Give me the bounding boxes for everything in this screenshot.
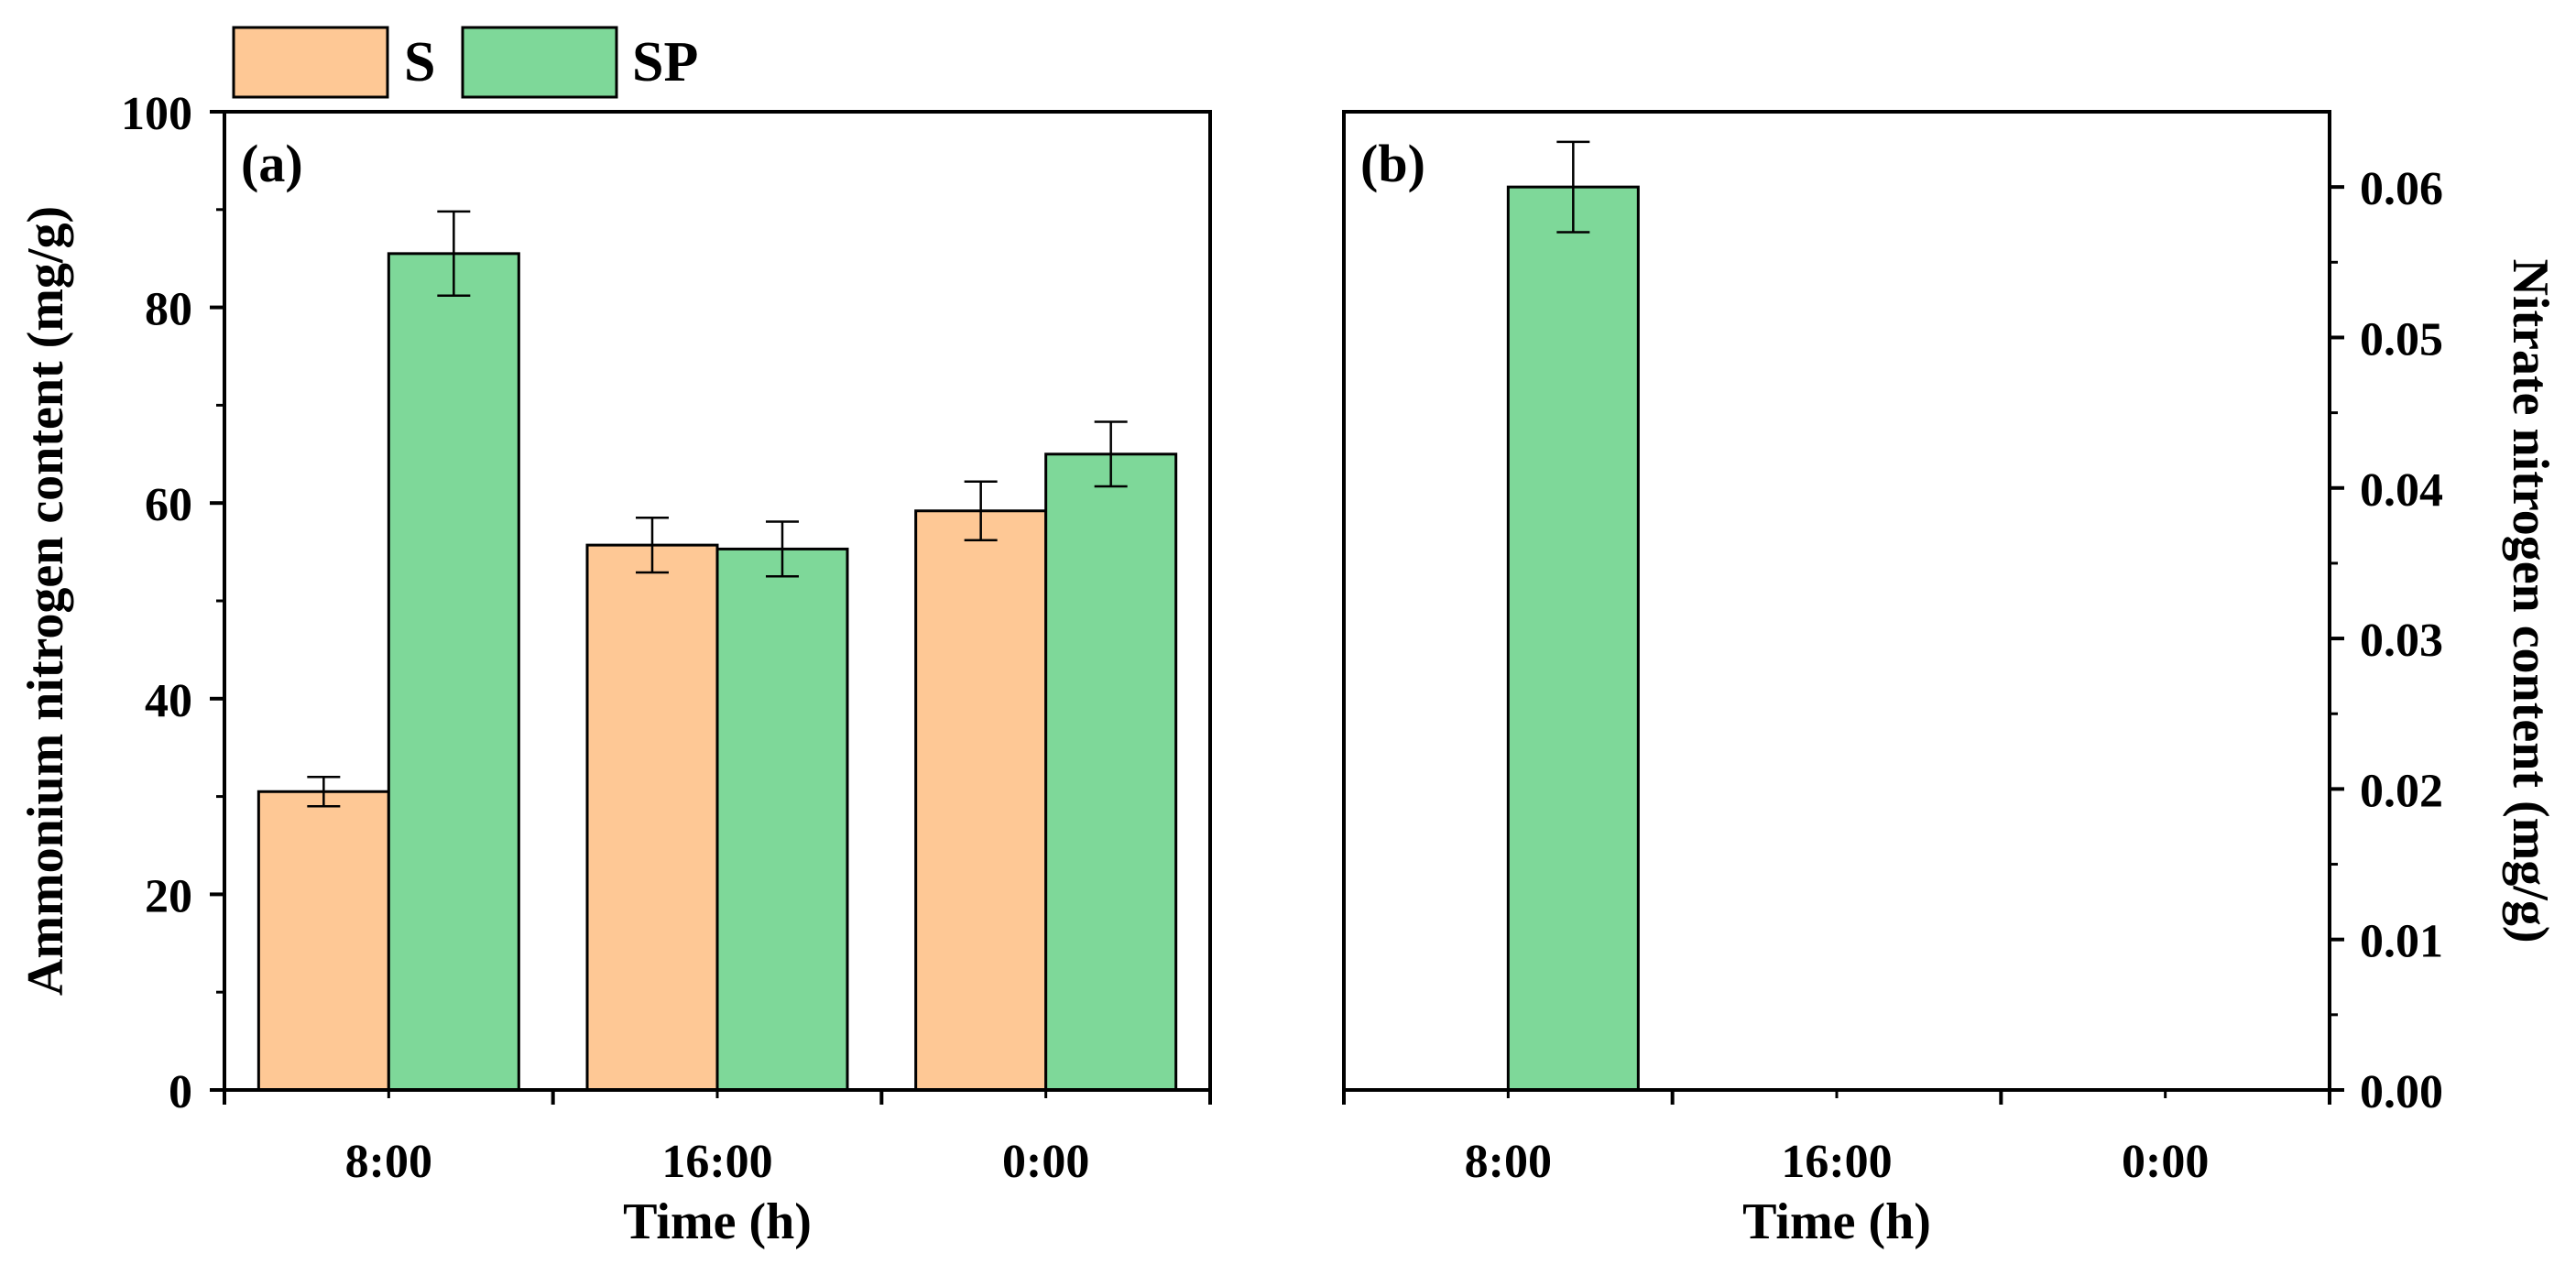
y-tick-label-0: 0.00 (2360, 1066, 2443, 1118)
y-tick-label-4: 0.04 (2360, 464, 2443, 517)
y-tick-label-4: 80 (145, 284, 192, 336)
legend-swatch-s (232, 26, 389, 99)
error-bar-s-1600 (636, 516, 669, 574)
x-tick-label-2: 0:00 (2122, 1136, 2209, 1188)
y-tick-label-2: 40 (145, 675, 192, 727)
panel-b: 0.00 0.01 0.02 0.03 0.04 0.05 0.06 8:00 16:00 0:… (1342, 110, 2559, 1250)
panel-a-label: (a) (241, 134, 303, 193)
panel-b-x-ticks: 8:00 16:00 0:00 (1342, 1090, 2331, 1188)
panel-a-y-axis-title: Ammonium nitrogen content (mg/g) (17, 206, 74, 996)
legend-label-sp: SP (632, 31, 698, 93)
y-tick-label-0: 0 (169, 1066, 192, 1118)
bar-sp-800 (387, 252, 520, 1092)
error-bar-s-000 (964, 480, 998, 542)
bar-sp-800 (1506, 185, 1640, 1092)
panel-a-y-ticks: 0 20 40 60 80 100 (121, 88, 224, 1118)
error-bar-sp-1600 (766, 520, 799, 578)
error-bar-sp-800 (1556, 140, 1590, 234)
error-bar-sp-800 (437, 210, 471, 298)
bar-s-000 (914, 509, 1048, 1092)
panel-b-error-bars (1556, 140, 1590, 234)
bar-sp-1600 (715, 547, 849, 1092)
y-tick-label-6: 0.06 (2360, 163, 2443, 215)
legend-swatch-sp (461, 26, 618, 99)
panel-b-x-axis-title: Time (h) (1742, 1193, 1931, 1250)
x-tick-label-1: 16:00 (1781, 1136, 1892, 1188)
panel-a-error-bars (307, 210, 1128, 808)
panel-a-x-axis-title: Time (h) (623, 1193, 812, 1250)
y-tick-label-2: 0.02 (2360, 765, 2443, 817)
x-tick-label-2: 0:00 (1002, 1136, 1089, 1188)
panel-a-bars (257, 252, 1178, 1092)
panel-b-frame (1342, 110, 2331, 1092)
y-tick-label-1: 0.01 (2360, 916, 2443, 968)
x-tick-label-0: 8:00 (345, 1136, 432, 1188)
bar-sp-000 (1044, 452, 1178, 1092)
panel-b-bars (1506, 185, 1640, 1092)
panel-b-y-ticks: 0.00 0.01 0.02 0.03 0.04 0.05 0.06 (2330, 163, 2443, 1118)
y-tick-label-5: 100 (121, 88, 192, 140)
panel-a-x-ticks: 8:00 16:00 0:00 (223, 1090, 1212, 1188)
panel-b-y-axis-title: Nitrate nitrogen content (mg/g) (2502, 258, 2559, 943)
x-tick-label-1: 16:00 (661, 1136, 772, 1188)
error-bar-s-800 (307, 775, 341, 808)
bar-s-800 (257, 790, 390, 1092)
legend: S SP (232, 26, 698, 99)
x-tick-label-0: 8:00 (1465, 1136, 1552, 1188)
y-tick-label-1: 20 (145, 870, 192, 922)
y-tick-label-3: 60 (145, 479, 192, 531)
panel-b-label: (b) (1360, 134, 1425, 193)
y-tick-label-5: 0.05 (2360, 313, 2443, 365)
bar-s-1600 (585, 543, 719, 1092)
y-tick-label-3: 0.03 (2360, 615, 2443, 667)
legend-label-s: S (404, 31, 435, 93)
error-bar-sp-000 (1094, 420, 1128, 488)
